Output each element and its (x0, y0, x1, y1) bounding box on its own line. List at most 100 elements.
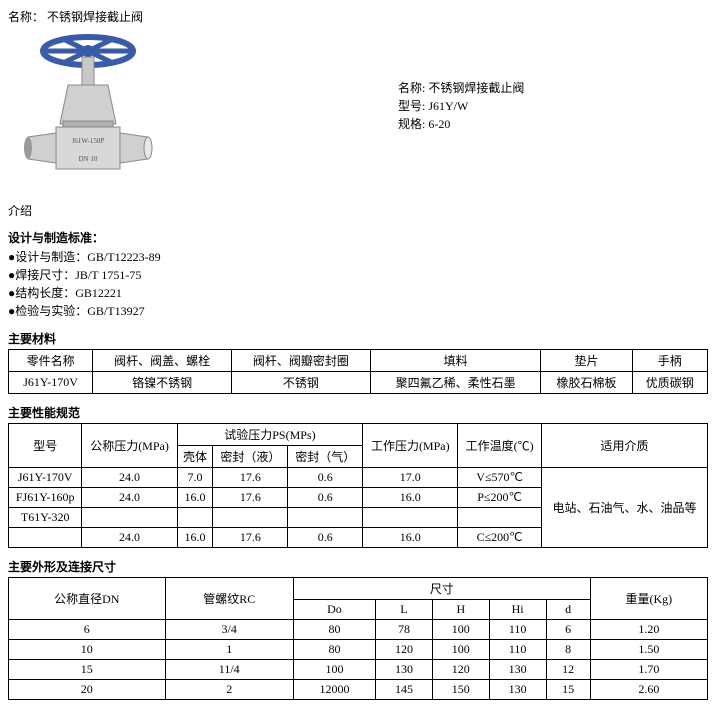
perf-cell: 0.6 (288, 528, 363, 548)
dim-cell: 100 (432, 620, 489, 640)
dim-cell: 100 (293, 660, 375, 680)
perf-cell: 24.0 (82, 528, 177, 548)
dim-cell: 80 (293, 640, 375, 660)
perf-cell (458, 508, 542, 528)
col-seal-gas: 密封（气） (288, 446, 363, 468)
dim-cell: 130 (489, 660, 546, 680)
meta-spec-label: 规格: (398, 117, 425, 131)
materials-header-cell: 阀杆、阀瓣密封圈 (232, 350, 371, 372)
meta-model-value: J61Y/W (428, 99, 468, 113)
standard-line: ●设计与制造：GB/T12223-89 (8, 248, 719, 266)
body-label-model: J61W-150P (72, 137, 105, 145)
materials-table: 零件名称阀杆、阀盖、螺栓阀杆、阀瓣密封圈填料垫片手柄 J61Y-170V铬镍不锈… (8, 349, 708, 394)
standard-line: ●检验与实验：GB/T13927 (8, 302, 719, 320)
standard-line: ●焊接尺寸：JB/T 1751-75 (8, 266, 719, 284)
perf-cell: 24.0 (82, 488, 177, 508)
perf-cell: 16.0 (363, 528, 458, 548)
dim-cell: 145 (376, 680, 433, 700)
meta-name-label: 名称: (398, 81, 425, 95)
materials-cell: J61Y-170V (9, 372, 93, 394)
perf-cell: 16.0 (363, 488, 458, 508)
col-d: d (546, 600, 590, 620)
perf-cell (288, 508, 363, 528)
col-thread: 管螺纹RC (165, 578, 293, 620)
col-dn: 公称直径DN (9, 578, 166, 620)
dim-cell: 130 (376, 660, 433, 680)
perf-cell (213, 508, 288, 528)
perf-cell: 16.0 (177, 488, 213, 508)
dim-cell: 130 (489, 680, 546, 700)
dim-cell: 2.60 (590, 680, 707, 700)
dim-cell: 10 (9, 640, 166, 660)
performance-title: 主要性能规范 (8, 404, 719, 421)
dim-cell: 100 (432, 640, 489, 660)
dim-cell: 3/4 (165, 620, 293, 640)
top-section: J61W-150P DN 10 名称: 不锈钢焊接截止阀 型号: J61Y/W … (8, 29, 719, 194)
dim-cell: 1.50 (590, 640, 707, 660)
dim-cell: 80 (293, 620, 375, 640)
dim-cell: 1.20 (590, 620, 707, 640)
valve-illustration: J61W-150P DN 10 (8, 29, 198, 194)
dim-cell: 150 (432, 680, 489, 700)
dim-cell: 120 (376, 640, 433, 660)
materials-title: 主要材料 (8, 330, 719, 347)
perf-cell: P≤200℃ (458, 488, 542, 508)
dim-cell: 110 (489, 640, 546, 660)
page-title: 名称： 不锈钢焊接截止阀 (8, 8, 719, 25)
body-label-dn: DN 10 (79, 155, 98, 163)
perf-cell: 7.0 (177, 468, 213, 488)
perf-cell (82, 508, 177, 528)
dim-cell: 1.70 (590, 660, 707, 680)
col-h: H (432, 600, 489, 620)
dim-cell: 6 (9, 620, 166, 640)
dim-cell: 15 (9, 660, 166, 680)
perf-cell (177, 508, 213, 528)
meta-block: 名称: 不锈钢焊接截止阀 型号: J61Y/W 规格: 6-20 (398, 79, 524, 133)
dimensions-table: 公称直径DN 管螺纹RC 尺寸 重量(Kg) Do L H Hi d 63/48… (8, 577, 708, 700)
col-do: Do (293, 600, 375, 620)
dim-cell: 8 (546, 640, 590, 660)
dim-cell: 11/4 (165, 660, 293, 680)
col-size: 尺寸 (293, 578, 590, 600)
dim-cell: 20 (9, 680, 166, 700)
perf-cell: FJ61Y-160p (9, 488, 82, 508)
standards-lines: ●设计与制造：GB/T12223-89●焊接尺寸：JB/T 1751-75●结构… (8, 248, 719, 320)
dim-cell: 12 (546, 660, 590, 680)
product-image: J61W-150P DN 10 (8, 29, 198, 194)
perf-cell: J61Y-170V (9, 468, 82, 488)
dim-cell: 2 (165, 680, 293, 700)
standards-title: 设计与制造标准： (8, 229, 719, 246)
materials-header-cell: 手柄 (632, 350, 707, 372)
dim-cell: 78 (376, 620, 433, 640)
name-label: 名称： (8, 10, 44, 24)
col-shell: 壳体 (177, 446, 213, 468)
col-model: 型号 (9, 424, 82, 468)
perf-cell: 17.6 (213, 468, 288, 488)
perf-cell: 16.0 (177, 528, 213, 548)
col-nominal: 公称压力(MPa) (82, 424, 177, 468)
perf-cell (9, 528, 82, 548)
meta-model-label: 型号: (398, 99, 425, 113)
perf-cell: V≤570℃ (458, 468, 542, 488)
perf-cell: 0.6 (288, 488, 363, 508)
col-work-temp: 工作温度(℃) (458, 424, 542, 468)
col-work-pressure: 工作压力(MPa) (363, 424, 458, 468)
col-medium: 适用介质 (541, 424, 707, 468)
col-hi: Hi (489, 600, 546, 620)
perf-cell (363, 508, 458, 528)
perf-cell: 17.0 (363, 468, 458, 488)
dim-cell: 15 (546, 680, 590, 700)
intro-label: 介绍 (8, 202, 719, 219)
perf-cell: 24.0 (82, 468, 177, 488)
perf-cell: 17.6 (213, 488, 288, 508)
dim-cell: 120 (432, 660, 489, 680)
materials-cell: 优质碳钢 (632, 372, 707, 394)
materials-header-cell: 填料 (370, 350, 541, 372)
materials-cell: 橡胶石棉板 (541, 372, 632, 394)
perf-cell: C≤200℃ (458, 528, 542, 548)
dim-cell: 12000 (293, 680, 375, 700)
col-seal-liquid: 密封（液） (213, 446, 288, 468)
meta-name-value: 不锈钢焊接截止阀 (428, 81, 524, 95)
materials-cell: 聚四氟乙稀、柔性石墨 (370, 372, 541, 394)
col-weight: 重量(Kg) (590, 578, 707, 620)
